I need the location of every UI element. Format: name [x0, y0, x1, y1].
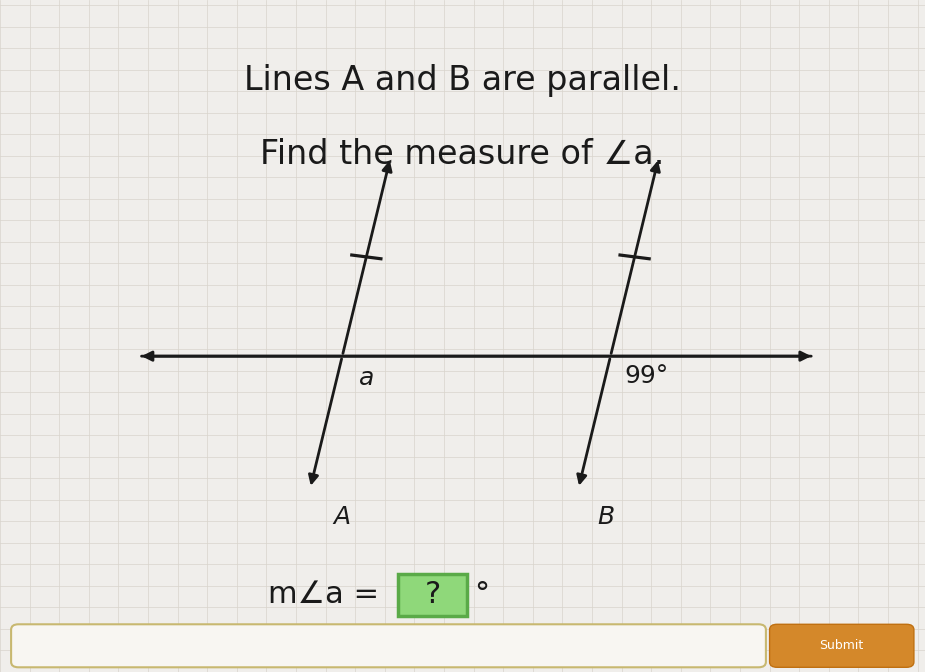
Text: B: B	[597, 505, 614, 530]
Text: m∠a =: m∠a =	[267, 580, 388, 610]
Text: °: °	[475, 580, 489, 610]
Text: a: a	[359, 366, 375, 390]
Text: Lines A and B are parallel.: Lines A and B are parallel.	[244, 64, 681, 97]
Text: ?: ?	[425, 580, 440, 610]
Text: 99°: 99°	[624, 364, 669, 388]
Text: Submit: Submit	[820, 639, 864, 653]
FancyBboxPatch shape	[770, 624, 914, 667]
FancyBboxPatch shape	[11, 624, 766, 667]
Text: A: A	[333, 505, 351, 530]
FancyBboxPatch shape	[398, 574, 467, 616]
Text: Find the measure of ∠a.: Find the measure of ∠a.	[260, 138, 665, 171]
